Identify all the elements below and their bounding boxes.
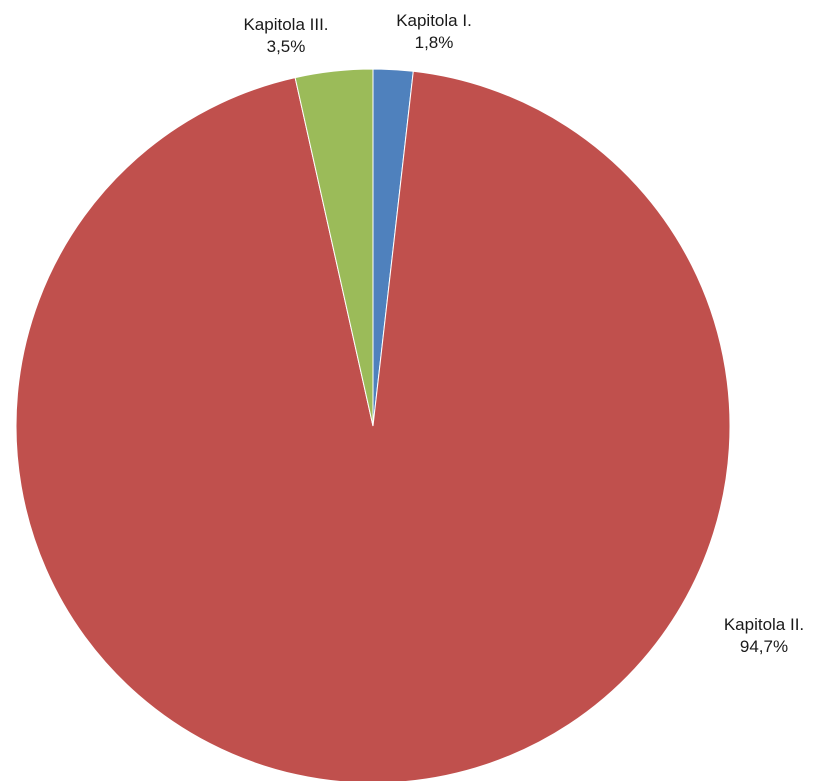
pie-slice-3: [294, 68, 374, 427]
slice-label-2: Kapitola II.: [724, 615, 804, 634]
pie-slice-2: [15, 70, 731, 781]
slice-value-label-1: 1,8%: [415, 33, 454, 52]
slice-value-label-2: 94,7%: [740, 637, 788, 656]
slice-value-label-3: 3,5%: [267, 37, 306, 56]
slice-label-1: Kapitola I.: [396, 11, 472, 30]
pie-slices: [15, 68, 731, 781]
slice-label-3: Kapitola III.: [243, 15, 328, 34]
pie-labels: Kapitola I. 1,8% Kapitola II. 94,7% Kapitola…: [243, 11, 804, 656]
